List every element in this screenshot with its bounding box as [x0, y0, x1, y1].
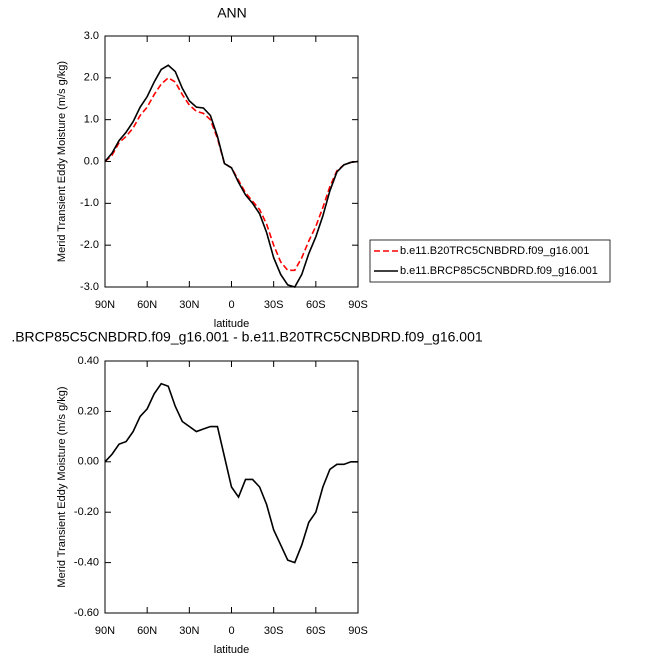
x-tick-label: 90S — [348, 299, 368, 311]
x-tick-label: 60N — [137, 625, 157, 637]
legend-label: b.e11.B20TRC5CNBDRD.f09_g16.001 — [400, 245, 589, 257]
y-tick-label: 0.0 — [84, 155, 99, 167]
y-tick-label: 1.0 — [84, 114, 99, 126]
x-tick-label: 60S — [306, 299, 326, 311]
x-tick-label: 90N — [95, 299, 115, 311]
y-tick-label: -0.20 — [74, 506, 99, 518]
x-axis-label: latitude — [214, 644, 249, 656]
x-tick-label: 30N — [179, 299, 199, 311]
x-tick-label: 30S — [264, 299, 284, 311]
series-line — [104, 76, 359, 272]
series-line — [104, 382, 358, 564]
x-axis-label: latitude — [214, 318, 249, 330]
x-tick-label: 60S — [306, 625, 326, 637]
y-axis-label: Merid Transient Eddy Moisture (m/s g/kg) — [56, 61, 68, 262]
series-line — [104, 64, 359, 288]
chart-title: .BRCP85C5CNBDRD.f09_g16.001 - b.e11.B20T… — [11, 329, 483, 345]
y-tick-label: -0.60 — [74, 607, 99, 619]
x-tick-label: 30N — [179, 625, 199, 637]
x-tick-label: 0 — [228, 299, 234, 311]
plot-frame — [104, 35, 359, 288]
legend-label: b.e11.BRCP85C5CNBDRD.f09_g16.001 — [400, 265, 598, 277]
legend-box — [369, 239, 611, 283]
x-tick-label: 90N — [95, 625, 115, 637]
y-tick-label: -3.0 — [80, 281, 99, 293]
y-tick-label: -2.0 — [80, 239, 99, 251]
y-tick-label: 0.20 — [78, 405, 99, 417]
x-tick-label: 30S — [264, 625, 284, 637]
chart-title: ANN — [217, 5, 247, 21]
x-tick-label: 0 — [228, 625, 234, 637]
plot-frame — [104, 360, 359, 614]
y-tick-label: 0.40 — [78, 355, 99, 367]
x-tick-label: 60N — [137, 299, 157, 311]
y-tick-label: -0.40 — [74, 557, 99, 569]
y-tick-label: 3.0 — [84, 30, 99, 42]
y-tick-label: -1.0 — [80, 197, 99, 209]
y-tick-label: 2.0 — [84, 72, 99, 84]
y-tick-label: 0.00 — [78, 456, 99, 468]
y-axis-label: Merid Transient Eddy Moisture (m/s g/kg) — [56, 386, 68, 587]
x-tick-label: 90S — [348, 625, 368, 637]
